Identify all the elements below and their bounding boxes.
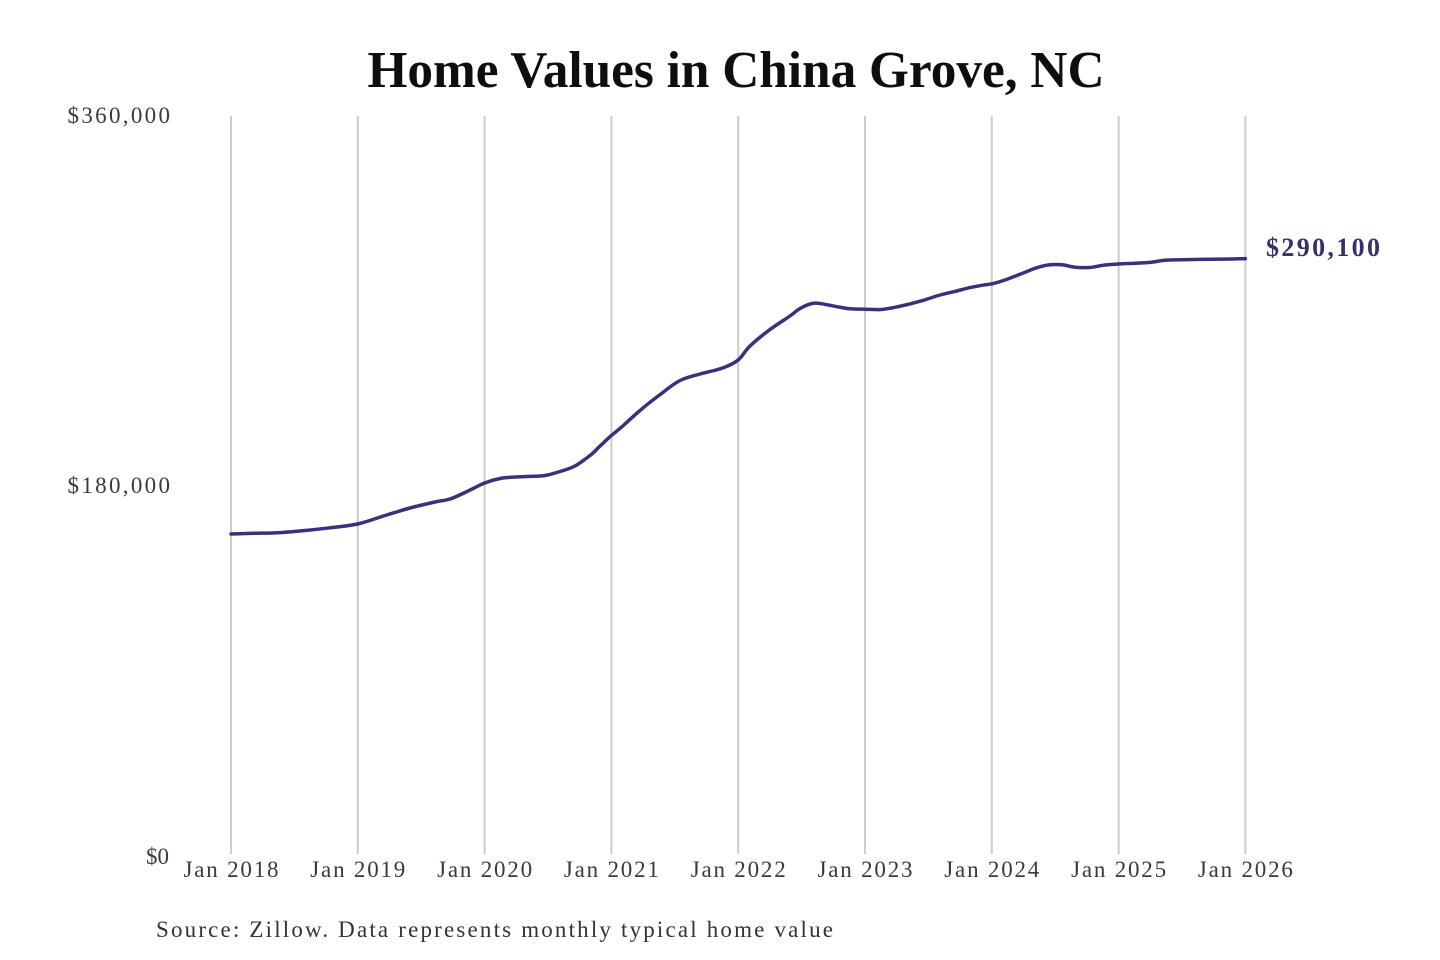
svg-text:Jan 2021: Jan 2021 <box>564 857 659 882</box>
svg-text:$360,000: $360,000 <box>68 103 171 128</box>
svg-text:Jan 2022: Jan 2022 <box>691 857 786 882</box>
svg-text:Jan 2018: Jan 2018 <box>184 857 279 882</box>
svg-text:$180,000: $180,000 <box>68 473 171 498</box>
svg-text:$290,100: $290,100 <box>1266 233 1380 262</box>
svg-text:Jan 2023: Jan 2023 <box>818 857 913 882</box>
svg-text:Home Values in China Grove, NC: Home Values in China Grove, NC <box>368 42 1105 99</box>
svg-text:Jan 2024: Jan 2024 <box>944 857 1040 882</box>
svg-text:$0: $0 <box>146 844 169 869</box>
svg-text:Jan 2025: Jan 2025 <box>1071 857 1166 882</box>
svg-text:Source: Zillow. Data represent: Source: Zillow. Data represents monthly … <box>156 917 833 942</box>
svg-text:Jan 2019: Jan 2019 <box>310 857 405 882</box>
svg-text:Jan 2026: Jan 2026 <box>1198 857 1293 882</box>
svg-text:Jan 2020: Jan 2020 <box>437 857 532 882</box>
